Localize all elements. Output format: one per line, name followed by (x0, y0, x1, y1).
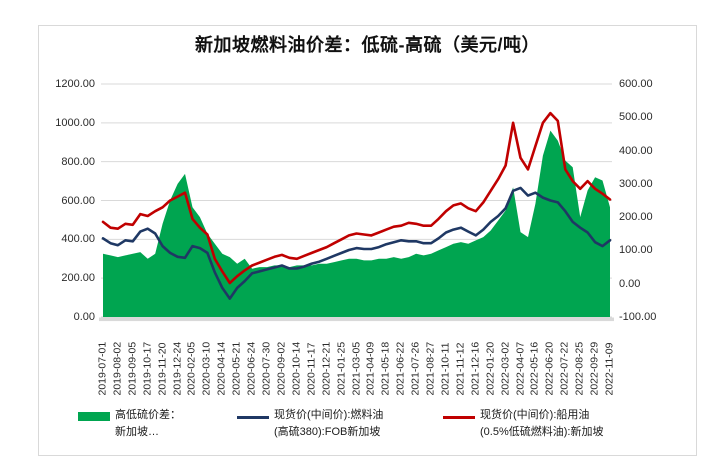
y-axis-right-label: 300.00 (619, 177, 653, 190)
x-axis-label: 2020-06-24 (245, 341, 258, 396)
y-axis-left-label: 1200.00 (55, 78, 95, 90)
x-axis-label: 2021-12-16 (469, 341, 482, 396)
x-axis-label: 2021-11-12 (454, 342, 467, 396)
x-axis-label: 2022-07-22 (558, 341, 571, 396)
x-axis-label: 2022-05-16 (528, 341, 541, 396)
hsfo-line-series (101, 186, 612, 300)
spread-area-series (103, 130, 610, 317)
x-axis-label: 2021-05-18 (379, 341, 392, 396)
x-axis-label: 2022-01-20 (484, 341, 497, 396)
x-axis-label: 2021-07-26 (409, 341, 422, 396)
y-axis-right-label: 600.00 (619, 78, 653, 90)
x-axis-line (99, 317, 614, 322)
y-axis-left-label: 1000.00 (55, 116, 95, 129)
x-axis-label: 2019-11-20 (156, 342, 169, 396)
x-axis-label: 2021-04-09 (364, 341, 377, 396)
x-axis-label: 2020-12-21 (320, 341, 333, 396)
y-axis-left-label: 200.00 (61, 272, 95, 285)
x-axis-label: 2020-03-10 (200, 341, 213, 396)
x-axis-label: 2020-04-14 (215, 341, 228, 396)
x-axis-label: 2020-05-21 (230, 341, 243, 396)
x-axis-label: 2022-04-07 (514, 341, 527, 396)
x-axis-label: 2022-08-25 (573, 341, 586, 396)
x-axis-label: 2019-10-17 (141, 341, 154, 396)
y-axis-right-label: 0.00 (619, 277, 641, 290)
y-axis-right-label: 200.00 (619, 211, 653, 224)
y-axis-right-label: 100.00 (619, 244, 653, 257)
y-axis-left-label: 800.00 (61, 155, 95, 168)
y-axis-right-label: 500.00 (619, 111, 653, 124)
x-axis-label: 2019-07-01 (96, 341, 109, 396)
x-axis-label: 2022-11-09 (603, 342, 616, 396)
x-axis-label: 2022-03-02 (499, 341, 512, 396)
lsfo-line-series (101, 111, 612, 285)
x-axis-label: 2020-02-05 (185, 341, 198, 396)
x-axis-label: 2019-08-02 (111, 341, 124, 396)
chart-title: 新加坡燃料油价差：低硫-高硫（美元/吨） (195, 35, 540, 55)
x-axis-label: 2021-06-22 (394, 341, 407, 396)
y-axis-left-label: 0.00 (73, 311, 95, 323)
x-axis-label: 2021-01-25 (335, 341, 348, 396)
x-axis-label: 2020-11-17 (305, 342, 318, 396)
x-axis-label: 2020-07-30 (260, 341, 273, 396)
y-axis-right-label: 400.00 (619, 144, 653, 157)
x-axis-label: 2022-06-20 (543, 341, 556, 396)
y-axis-right-label: -100.00 (619, 311, 657, 323)
x-axis-label: 2019-09-05 (126, 341, 139, 396)
x-axis-label: 2020-10-14 (290, 341, 303, 396)
y-axis-left-label: 400.00 (61, 233, 95, 246)
y-axis-left-label: 600.00 (61, 194, 95, 207)
x-axis-label: 2021-03-05 (350, 341, 362, 396)
x-axis-label: 2021-08-27 (424, 341, 437, 396)
x-axis-label: 2022-09-29 (588, 341, 601, 396)
x-axis-label: 2019-12-24 (171, 341, 184, 396)
x-axis-label: 2020-09-02 (275, 341, 288, 396)
x-axis-label: 2021-10-11 (439, 342, 452, 396)
